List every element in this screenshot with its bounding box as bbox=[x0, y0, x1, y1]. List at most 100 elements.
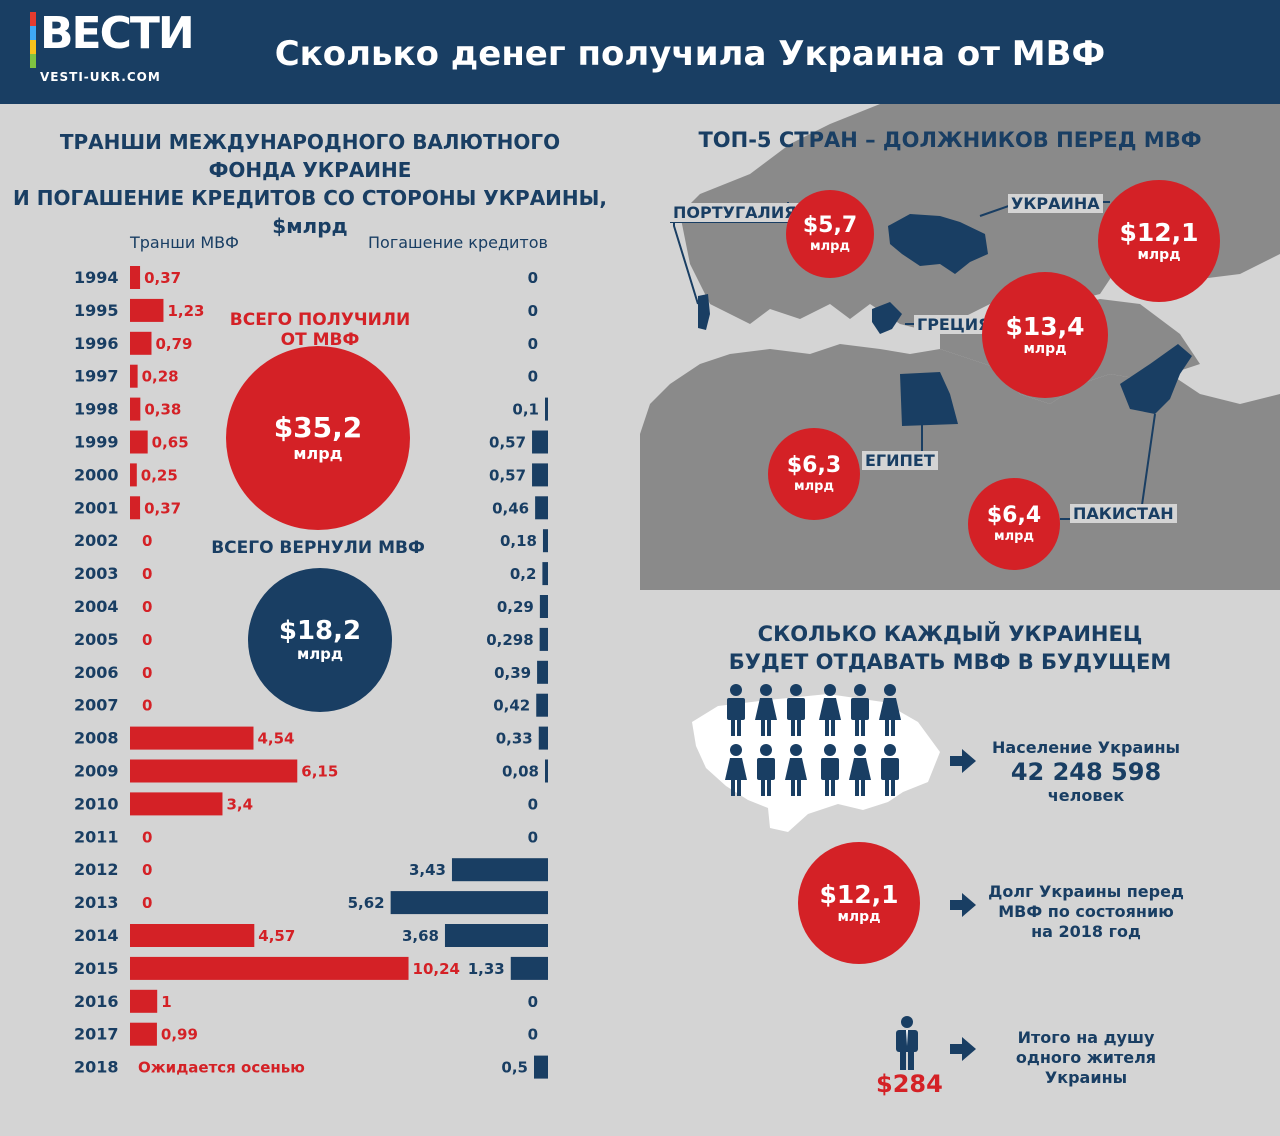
repayment-value-label: 0 bbox=[528, 993, 538, 1011]
tranche-bar bbox=[130, 924, 255, 947]
repayment-bar bbox=[510, 956, 548, 980]
man-icon bbox=[821, 744, 839, 796]
repayment-value-label: 0,57 bbox=[489, 466, 526, 484]
tranche-bar bbox=[130, 298, 164, 322]
total-returned-unit: млрд bbox=[296, 645, 344, 664]
repayment-bar bbox=[536, 693, 548, 717]
repayment-bar bbox=[539, 627, 548, 651]
tranche-value-label: 0,28 bbox=[142, 368, 179, 386]
repayment-bar bbox=[535, 496, 548, 520]
tranche-value-label: 0 bbox=[142, 631, 152, 649]
repayment-value-label: 0 bbox=[528, 1026, 538, 1044]
year-label: 1995 bbox=[74, 301, 119, 320]
repayment-value-label: 0,46 bbox=[492, 499, 529, 517]
year-label: 2001 bbox=[74, 498, 119, 517]
year-label: 2017 bbox=[74, 1025, 119, 1044]
logo-url: VESTI-UKR.COM bbox=[40, 70, 161, 84]
repayment-bar bbox=[542, 562, 548, 586]
country-name-portugal: ПОРТУГАЛИЯ bbox=[670, 203, 800, 222]
year-label: 1997 bbox=[74, 367, 119, 386]
repayment-bar bbox=[444, 924, 548, 947]
tranche-value-label: 6,15 bbox=[301, 763, 338, 781]
year-label: 1996 bbox=[74, 334, 119, 353]
repayment-value-label: 3,68 bbox=[402, 927, 439, 945]
repayment-value-label: 0 bbox=[528, 795, 538, 813]
repayment-value-label: 0,08 bbox=[502, 763, 539, 781]
year-label: 2015 bbox=[74, 959, 119, 978]
year-label: 2014 bbox=[74, 926, 119, 945]
arrow-right-icon bbox=[950, 749, 976, 773]
tranche-bar bbox=[130, 496, 141, 520]
tranche-value-label: 4,54 bbox=[257, 730, 294, 748]
tranche-value-label: 10,24 bbox=[413, 960, 460, 978]
repayment-value-label: 0,39 bbox=[494, 664, 531, 682]
col-head-tranches: Транши МВФ bbox=[130, 233, 239, 252]
country-name-greece: ГРЕЦИЯ bbox=[914, 315, 994, 334]
greece-shape bbox=[872, 302, 902, 334]
tranche-value-label: 0,99 bbox=[161, 1026, 198, 1044]
tranche-value-label: 3,4 bbox=[226, 795, 253, 813]
tranche-bar bbox=[130, 792, 223, 816]
tranche-value-label: 0,65 bbox=[152, 434, 189, 452]
man-icon bbox=[851, 684, 869, 736]
population-block: Население Украины 42 248 598 человек bbox=[986, 738, 1186, 806]
year-label: 2010 bbox=[74, 794, 119, 813]
total-returned-circle: $18,2 млрд bbox=[248, 568, 392, 712]
logo-stripe bbox=[30, 12, 36, 68]
year-label: 1994 bbox=[74, 268, 119, 287]
repayment-bar bbox=[545, 759, 548, 783]
tranches-repayment-chart: 1994 0,37 0 1995 1,23 0 1996 0,79 0 1997 0,28 0 1998… bbox=[74, 266, 548, 1079]
country-circle-portugal: $5,7 млрд bbox=[786, 190, 874, 278]
repayment-bar bbox=[451, 858, 548, 882]
tranche-bar bbox=[130, 956, 409, 980]
repayment-value-label: 0 bbox=[528, 269, 538, 287]
repayment-value-label: 0,298 bbox=[486, 631, 533, 649]
repayment-bar bbox=[534, 1055, 548, 1079]
tranche-bar bbox=[130, 331, 152, 355]
map-section-title: ТОП-5 СТРАН – ДОЛЖНИКОВ ПЕРЕД МВФ bbox=[698, 128, 1202, 152]
woman-icon bbox=[849, 744, 871, 796]
per-capita-label: Итого на душу одного жителя Украины bbox=[1015, 1028, 1157, 1087]
repayment-bar bbox=[537, 660, 548, 684]
tranche-value-label: 0 bbox=[142, 894, 152, 912]
logo[interactable]: ВЕСТИ bbox=[40, 8, 195, 59]
ukraine-people-graphic bbox=[692, 684, 940, 832]
debt-circle: $12,1 млрд bbox=[798, 842, 920, 964]
tranche-value-label: 0 bbox=[142, 532, 152, 550]
tranche-bar bbox=[130, 1022, 157, 1046]
woman-icon bbox=[785, 744, 807, 796]
repayment-value-label: 0,18 bbox=[500, 532, 537, 550]
year-label: 2006 bbox=[74, 663, 119, 682]
country-circle-pakistan: $6,4 млрд bbox=[968, 478, 1060, 570]
col-head-repayment: Погашение кредитов bbox=[368, 233, 548, 252]
tranche-bar bbox=[130, 397, 141, 421]
tranche-value-label: 1,23 bbox=[167, 302, 204, 320]
tranche-value-label: 0 bbox=[142, 598, 152, 616]
country-name-egypt: ЕГИПЕТ bbox=[862, 451, 938, 470]
population-label: Население Украины bbox=[992, 738, 1180, 757]
left-section-title: ТРАНШИ МЕЖДУНАРОДНОГО ВАЛЮТНОГО ФОНДА УК… bbox=[13, 130, 607, 238]
person-icon bbox=[896, 1016, 918, 1070]
tranche-value-label: 0 bbox=[142, 861, 152, 879]
repayment-value-label: 0,57 bbox=[489, 434, 526, 452]
repayment-value-label: 0 bbox=[528, 335, 538, 353]
repayment-value-label: 0,5 bbox=[501, 1059, 528, 1077]
repayment-value-label: 0,33 bbox=[496, 730, 533, 748]
repayment-bar bbox=[532, 430, 548, 454]
repayment-bar bbox=[539, 595, 548, 618]
year-label: 2016 bbox=[74, 992, 119, 1011]
tranche-bar bbox=[130, 364, 138, 388]
year-label: 2013 bbox=[74, 893, 119, 912]
egypt-shape bbox=[900, 372, 958, 426]
year-label: 2004 bbox=[74, 597, 119, 616]
debt-label: Долг Украины перед МВФ по состоянию на 2… bbox=[988, 882, 1184, 941]
year-label: 1998 bbox=[74, 400, 119, 419]
tranche-value-label: 0,25 bbox=[141, 466, 178, 484]
year-label: 2009 bbox=[74, 762, 119, 781]
country-circle-ukraine: $12,1 млрд bbox=[1098, 180, 1220, 302]
tranche-bar bbox=[130, 989, 158, 1013]
tranche-value-label: Ожидается осенью bbox=[138, 1059, 305, 1077]
ukraine-shape bbox=[888, 214, 988, 274]
repayment-value-label: 0,29 bbox=[497, 598, 534, 616]
page-title: Сколько денег получила Украина от МВФ bbox=[274, 34, 1106, 74]
